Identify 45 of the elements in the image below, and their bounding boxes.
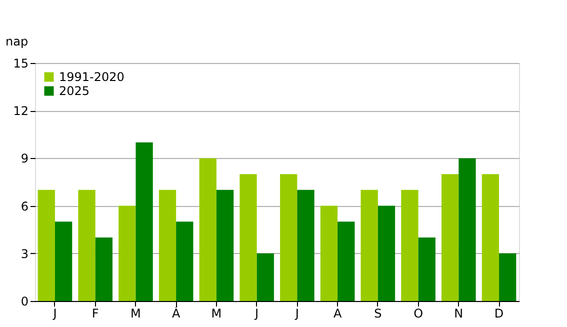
y-tick-label: 3	[20, 246, 28, 261]
bar	[297, 190, 314, 301]
bar	[401, 190, 418, 301]
bar	[216, 190, 234, 301]
bar	[240, 174, 257, 301]
bar	[38, 190, 55, 301]
bar	[199, 158, 216, 301]
x-tick-label: A	[333, 306, 342, 320]
y-tick-label: 0	[20, 294, 28, 308]
bar	[499, 253, 516, 301]
x-tick-label: S	[374, 306, 382, 320]
x-tick-label: Á	[172, 306, 181, 320]
x-tick-label: M	[130, 306, 141, 320]
legend-label: 1991-2020	[59, 70, 124, 84]
bar	[338, 222, 355, 301]
x-tick-label: N	[454, 306, 464, 320]
bar	[95, 238, 113, 301]
x-tick-label: F	[92, 306, 99, 320]
bar	[378, 206, 396, 301]
y-axis-title: nap	[6, 34, 28, 48]
y-tick-label: 12	[13, 104, 28, 118]
y-tick-label: 9	[20, 152, 28, 166]
x-tick-label: D	[494, 306, 504, 320]
bar	[176, 222, 194, 301]
bar	[78, 190, 96, 301]
bar	[360, 190, 378, 301]
bar	[320, 206, 338, 301]
x-tick-label: O	[414, 306, 424, 320]
bar	[482, 174, 500, 301]
x-tick-label: J	[52, 306, 57, 320]
bar	[418, 238, 436, 301]
y-tick-label: 15	[13, 56, 28, 70]
x-tick-label: M	[211, 306, 222, 320]
x-tick-label: J	[254, 306, 259, 320]
bar	[458, 158, 476, 301]
bar	[54, 222, 72, 301]
bar	[158, 190, 176, 301]
bar	[280, 174, 298, 301]
x-tick-label: J	[294, 306, 299, 320]
bar	[118, 206, 136, 301]
bar	[441, 174, 459, 301]
legend-label: 2025	[59, 84, 90, 98]
bar	[256, 253, 274, 301]
y-tick-label: 6	[20, 199, 28, 214]
bar	[136, 142, 153, 301]
